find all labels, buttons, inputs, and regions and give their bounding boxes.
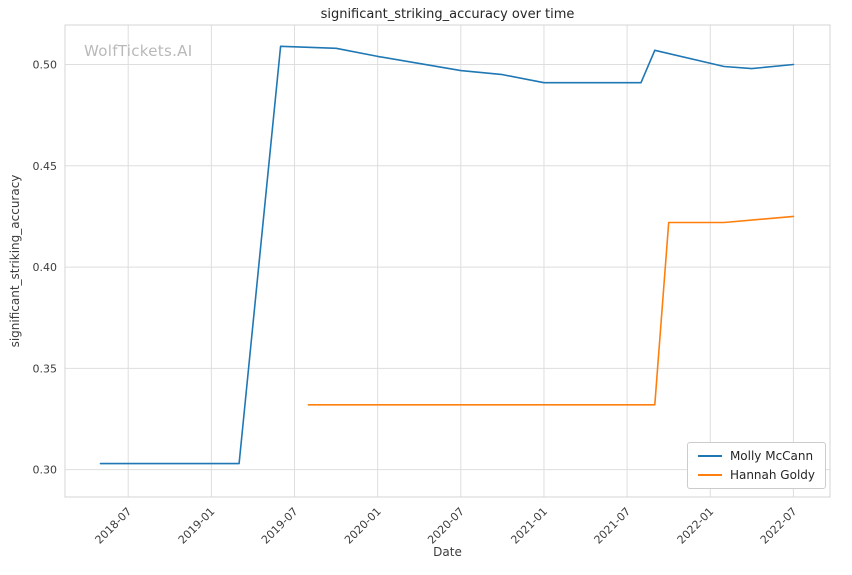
y-tick-label: 0.40 — [33, 261, 58, 274]
x-tick-label: 2020-07 — [425, 505, 467, 547]
series-line-0 — [99, 45, 795, 465]
x-axis-label: Date — [433, 545, 462, 559]
y-axis-label: significant_striking_accuracy — [8, 174, 22, 348]
y-tick-label: 0.30 — [33, 464, 58, 477]
plot-border — [64, 24, 831, 498]
legend-item-molly-mccann: Molly McCann — [697, 449, 815, 463]
legend-item-hannah-goldy: Hannah Goldy — [697, 468, 815, 482]
x-tick-label: 2019-01 — [176, 505, 218, 547]
y-tick-label: 0.35 — [33, 362, 58, 375]
chart-title: significant_striking_accuracy over time — [320, 7, 575, 22]
legend-line-swatch-molly-mccann — [697, 455, 722, 457]
series-line-1 — [307, 215, 795, 406]
x-tick-label: 2022-01 — [675, 505, 717, 547]
x-tick-label: 2022-07 — [758, 505, 800, 547]
y-tick-label: 0.45 — [33, 160, 58, 173]
x-tick-label: 2021-01 — [508, 505, 550, 547]
legend-label-molly-mccann: Molly McCann — [729, 449, 814, 463]
legend-label-hannah-goldy: Hannah Goldy — [729, 468, 815, 482]
x-tick-label: 2020-01 — [342, 505, 384, 547]
x-tick-label: 2021-07 — [592, 505, 634, 547]
x-tick-label: 2019-07 — [259, 505, 301, 547]
legend: Molly McCann Hannah Goldy — [686, 442, 826, 489]
y-tick-label: 0.50 — [33, 59, 58, 72]
watermark: WolfTickets.AI — [84, 42, 193, 60]
legend-line-swatch-hannah-goldy — [697, 474, 722, 476]
x-tick-label: 2018-07 — [93, 505, 135, 547]
